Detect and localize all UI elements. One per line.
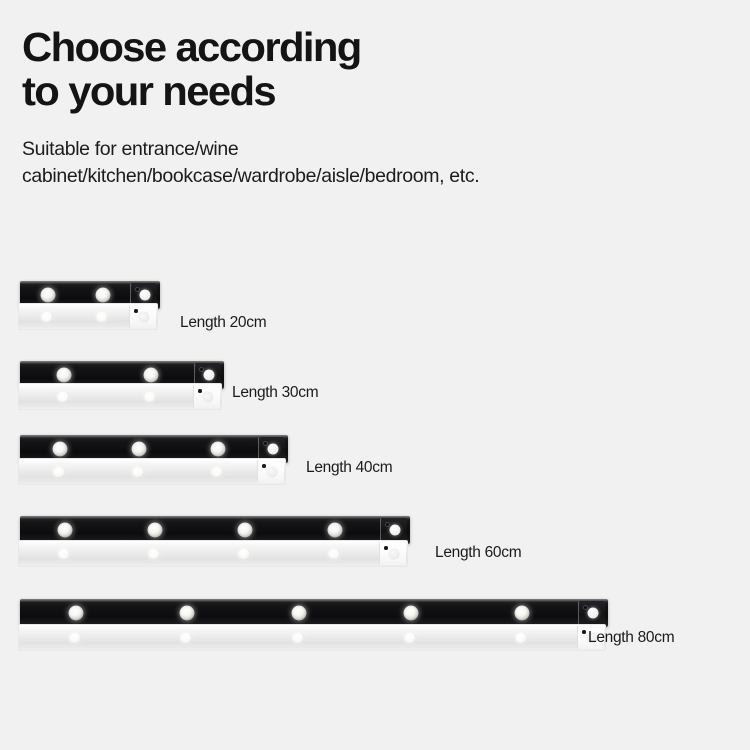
header-block: Choose according to your needs Suitable … bbox=[22, 25, 722, 191]
led-lamp bbox=[68, 631, 82, 644]
led-lamp bbox=[52, 441, 68, 457]
motion-sensor-panel bbox=[380, 518, 407, 542]
sensor-indicator-dot bbox=[134, 309, 138, 313]
led-lamp bbox=[403, 631, 417, 644]
led-lamp bbox=[95, 287, 110, 303]
led-lamp bbox=[52, 465, 66, 478]
led-lamp bbox=[56, 367, 71, 383]
led-lamp bbox=[40, 287, 55, 303]
led-bar-white bbox=[18, 383, 222, 410]
sensor-indicator-dot bbox=[264, 442, 267, 445]
led-lamp bbox=[57, 547, 71, 560]
led-lamp bbox=[237, 547, 251, 560]
sensor-indicator-dot bbox=[386, 523, 389, 526]
sensor-lens-icon bbox=[389, 524, 401, 536]
led-lamp bbox=[40, 310, 53, 323]
sensor-indicator-dot bbox=[262, 464, 266, 468]
length-label: Length 60cm bbox=[435, 544, 522, 561]
led-lamp bbox=[68, 605, 84, 621]
led-lamp bbox=[143, 367, 158, 383]
sensor-lens-icon bbox=[203, 369, 215, 381]
sensor-lens-icon bbox=[266, 466, 278, 478]
led-bar-white bbox=[18, 458, 286, 485]
sensor-indicator-dot bbox=[582, 630, 586, 634]
page-subtitle: Suitable for entrance/wine cabinet/kitch… bbox=[22, 137, 480, 188]
led-lamp bbox=[147, 547, 161, 560]
sensor-lens-icon bbox=[138, 311, 150, 323]
sensor-indicator-dot bbox=[384, 546, 388, 550]
led-lamp bbox=[143, 390, 156, 403]
length-label: Length 40cm bbox=[306, 459, 393, 476]
led-lamp bbox=[403, 605, 419, 621]
length-label: Length 80cm bbox=[588, 629, 675, 646]
sensor-lens-icon bbox=[388, 548, 400, 560]
motion-sensor-panel bbox=[129, 305, 156, 328]
sensor-indicator-dot bbox=[584, 606, 587, 609]
motion-sensor-panel bbox=[577, 626, 604, 649]
led-bar-white bbox=[18, 540, 408, 567]
sensor-lens-icon bbox=[267, 443, 279, 455]
led-lamp bbox=[210, 465, 224, 478]
sensor-lens-icon bbox=[586, 632, 598, 644]
length-label: Length 30cm bbox=[232, 384, 319, 401]
led-lamp bbox=[514, 605, 530, 621]
motion-sensor-panel bbox=[578, 601, 605, 625]
led-lamp bbox=[514, 631, 528, 644]
led-lamp bbox=[179, 631, 193, 644]
led-bar-white bbox=[18, 624, 606, 651]
sensor-lens-icon bbox=[139, 289, 151, 301]
page-title: Choose according to your needs bbox=[22, 24, 362, 114]
length-label: Length 20cm bbox=[180, 314, 267, 331]
led-lamp bbox=[147, 522, 163, 538]
led-lamp bbox=[327, 522, 343, 538]
led-lamp bbox=[237, 522, 253, 538]
led-lamp bbox=[291, 605, 307, 621]
sensor-lens-icon bbox=[587, 607, 599, 619]
motion-sensor-panel bbox=[193, 385, 220, 408]
led-lamp bbox=[210, 441, 226, 457]
led-lamp bbox=[131, 465, 145, 478]
led-lamp bbox=[131, 441, 147, 457]
led-lamp bbox=[95, 310, 108, 323]
sensor-indicator-dot bbox=[136, 288, 139, 291]
led-lamp bbox=[56, 390, 69, 403]
motion-sensor-panel bbox=[257, 460, 284, 483]
led-lamp bbox=[291, 631, 305, 644]
motion-sensor-panel bbox=[258, 437, 285, 461]
motion-sensor-panel bbox=[379, 542, 406, 565]
sensor-indicator-dot bbox=[198, 389, 202, 393]
led-lamp bbox=[179, 605, 195, 621]
led-lamp bbox=[327, 547, 341, 560]
sensor-indicator-dot bbox=[200, 368, 203, 371]
led-bar-white bbox=[18, 303, 158, 330]
sensor-lens-icon bbox=[202, 391, 214, 403]
led-lamp bbox=[57, 522, 73, 538]
led-bar-black bbox=[20, 599, 608, 627]
